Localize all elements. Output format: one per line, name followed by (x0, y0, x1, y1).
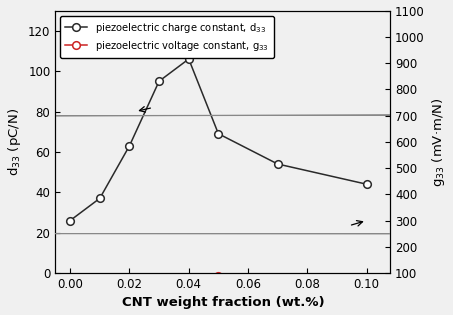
Legend: piezoelectric charge constant, d$_{33}$, piezoelectric voltage constant, g$_{33}: piezoelectric charge constant, d$_{33}$,… (60, 15, 274, 58)
piezoelectric charge constant, d$_{33}$ (127, 144, 132, 148)
piezoelectric voltage constant, g$_{33}$ (304, 290, 310, 294)
piezoelectric charge constant, d$_{33}$ (186, 57, 192, 61)
piezoelectric voltage constant, g$_{33}$ (67, 294, 73, 298)
piezoelectric charge constant, d$_{33}$ (364, 182, 369, 186)
piezoelectric charge constant, d$_{33}$ (275, 162, 280, 166)
piezoelectric charge constant, d$_{33}$ (156, 79, 162, 83)
piezoelectric voltage constant, g$_{33}$ (156, 279, 162, 283)
piezoelectric charge constant, d$_{33}$ (67, 219, 73, 222)
piezoelectric charge constant, d$_{33}$ (216, 132, 221, 135)
X-axis label: CNT weight fraction (wt.%): CNT weight fraction (wt.%) (121, 296, 324, 309)
piezoelectric voltage constant, g$_{33}$ (216, 274, 221, 278)
piezoelectric voltage constant, g$_{33}$ (97, 292, 102, 296)
piezoelectric voltage constant, g$_{33}$ (364, 292, 369, 296)
piezoelectric voltage constant, g$_{33}$ (245, 286, 251, 289)
Y-axis label: d$_{33}$ (pC/N): d$_{33}$ (pC/N) (5, 108, 23, 176)
Y-axis label: g$_{33}$ (mV·m/N): g$_{33}$ (mV·m/N) (430, 97, 448, 186)
Line: piezoelectric voltage constant, g$_{33}$: piezoelectric voltage constant, g$_{33}$ (66, 272, 371, 300)
piezoelectric voltage constant, g$_{33}$ (127, 285, 132, 289)
Line: piezoelectric charge constant, d$_{33}$: piezoelectric charge constant, d$_{33}$ (66, 55, 371, 224)
piezoelectric charge constant, d$_{33}$ (97, 197, 102, 200)
